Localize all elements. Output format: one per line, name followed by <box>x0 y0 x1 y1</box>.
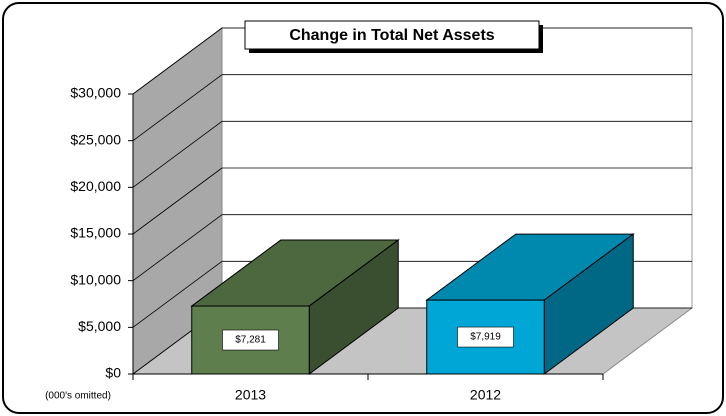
value-label-box <box>457 326 514 348</box>
grid-line <box>132 27 223 95</box>
plot-area: $7,281 $7,919 <box>128 27 694 380</box>
grid-line <box>132 74 223 141</box>
grid-line <box>132 214 223 281</box>
y-tick-label: $15,000 <box>70 225 121 241</box>
title-box <box>244 20 540 50</box>
grid-line <box>132 121 223 188</box>
annotation: (000's omitted) <box>45 391 111 402</box>
y-tick-label: $0 <box>105 365 121 381</box>
value-label: $7,281 <box>235 335 266 346</box>
grid-line <box>132 167 223 235</box>
grid-line <box>132 261 223 328</box>
x-tick-label: 2013 <box>235 387 266 403</box>
y-tick-label: $10,000 <box>70 271 121 287</box>
x-tick-label: 2012 <box>470 387 501 403</box>
chart-title: Change in Total Net Assets <box>289 27 494 44</box>
y-tick-label: $20,000 <box>70 178 121 194</box>
y-tick-label: $5,000 <box>78 318 121 334</box>
value-label-box <box>222 329 279 351</box>
y-tick-label: $25,000 <box>70 131 121 147</box>
value-label: $7,919 <box>470 332 501 343</box>
y-tick-label: $30,000 <box>70 85 121 101</box>
